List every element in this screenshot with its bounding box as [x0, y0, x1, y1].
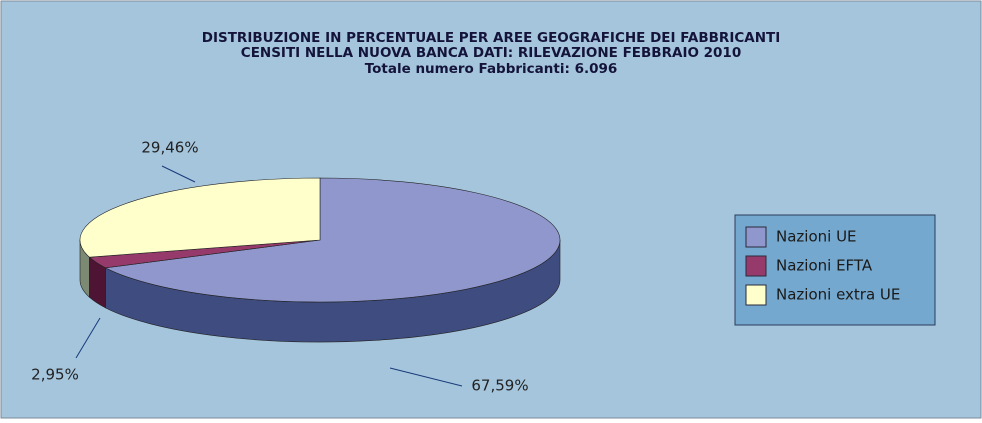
chart-title: DISTRIBUZIONE IN PERCENTUALE PER AREE GE…	[202, 30, 780, 46]
chart-title: CENSITI NELLA NUOVA BANCA DATI: RILEVAZI…	[241, 45, 741, 61]
legend-swatch	[745, 226, 767, 248]
slice	[79, 177, 321, 258]
legend-items: Nazioni UE Nazioni EFTA Nazioni extra UE	[745, 226, 900, 306]
data-label: 2,95%	[31, 366, 79, 384]
slice	[104, 177, 561, 303]
chart-subtitle: Totale numero Fabbricanti: 6.096	[365, 61, 618, 77]
leader-line	[389, 367, 463, 387]
legend-swatch	[745, 284, 767, 306]
data-label: 67,59%	[471, 377, 528, 395]
pie	[79, 177, 561, 343]
legend-label: Nazioni extra UE	[776, 286, 900, 304]
legend-label: Nazioni UE	[776, 228, 857, 246]
legend	[734, 214, 936, 326]
leader-line	[161, 165, 196, 183]
legend-label: Nazioni EFTA	[776, 257, 873, 275]
data-label: 29,46%	[141, 139, 198, 157]
legend-swatch	[745, 255, 767, 277]
leader-line	[75, 317, 101, 359]
